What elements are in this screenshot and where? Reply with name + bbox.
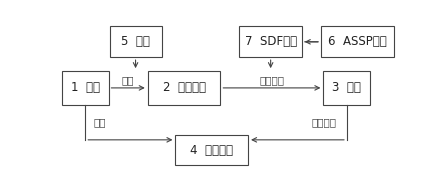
Text: 反映: 反映 [94, 117, 106, 127]
Text: 数据拟合: 数据拟合 [312, 117, 337, 127]
Bar [175, 135, 248, 165]
Text: 4  粒径模型: 4 粒径模型 [190, 144, 233, 157]
Text: 3  测度: 3 测度 [333, 81, 361, 94]
Text: 超声: 超声 [122, 75, 134, 85]
Bar [62, 71, 109, 105]
Bar [148, 71, 220, 105]
Bar [240, 26, 302, 57]
Text: 1  粒径: 1 粒径 [71, 81, 100, 94]
Text: 6  ASSP算法: 6 ASSP算法 [328, 35, 387, 48]
Bar [321, 26, 394, 57]
Bar [324, 71, 370, 105]
Text: 5  频率: 5 频率 [121, 35, 150, 48]
Text: 信号处理: 信号处理 [259, 75, 284, 85]
Bar [110, 26, 161, 57]
Text: 2  波动信号: 2 波动信号 [163, 81, 206, 94]
Text: 7  SDF算法: 7 SDF算法 [245, 35, 297, 48]
